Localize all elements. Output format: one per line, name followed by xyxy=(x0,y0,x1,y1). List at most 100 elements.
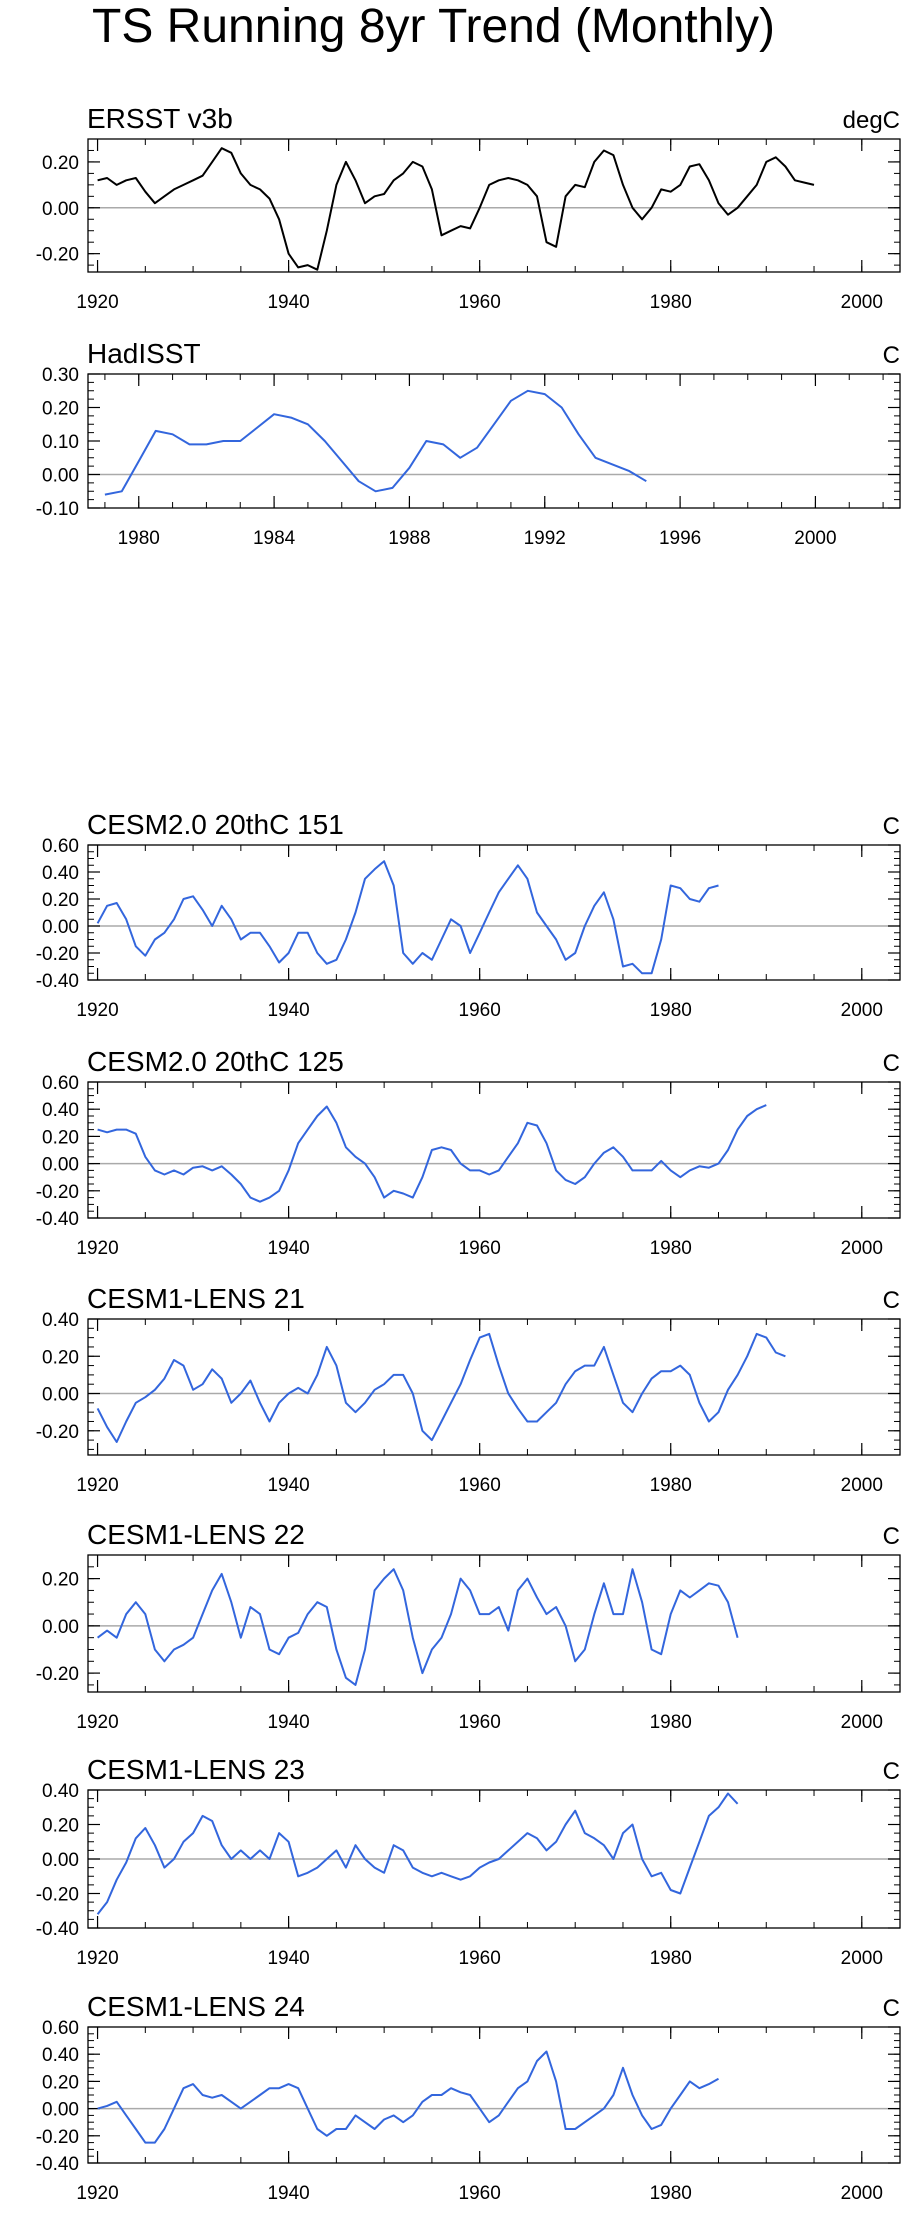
y-tick-label: 0.20 xyxy=(42,1127,79,1148)
y-tick-label: 0.00 xyxy=(42,917,79,938)
panel-title: CESM2.0 20thC 151 xyxy=(87,809,344,840)
series-line xyxy=(96,860,719,975)
y-tick-label: 0.20 xyxy=(42,1816,79,1837)
y-tick-label: 0.00 xyxy=(42,1617,79,1638)
y-tick-label: -0.40 xyxy=(36,2154,79,2175)
x-tick-label: 2000 xyxy=(841,1948,883,1969)
x-tick-label: 1920 xyxy=(76,2183,118,2204)
series-line xyxy=(97,1104,767,1203)
x-tick-label: 1960 xyxy=(459,1712,501,1733)
y-tick-label: 0.60 xyxy=(42,836,79,857)
panel-units: C xyxy=(883,1050,900,1077)
panel: ERSST v3b degC 1920 1940 1960 1980 2000 -0.20 0.… xyxy=(36,103,901,313)
x-tick-label: 1960 xyxy=(459,292,501,313)
panels: ERSST v3b degC 1920 1940 1960 1980 2000 -0.20 0.… xyxy=(36,103,901,2204)
x-tick-label: 1920 xyxy=(76,1948,118,1969)
x-tick-label: 1940 xyxy=(267,1475,309,1496)
y-tick-label: 0.20 xyxy=(42,1347,79,1368)
y-tick-label: 0.20 xyxy=(42,1570,79,1591)
panel-title: CESM1-LENS 22 xyxy=(87,1519,305,1550)
x-tick-label: 2000 xyxy=(794,528,836,549)
plot-frame xyxy=(87,1554,901,1693)
x-tick-label: 1980 xyxy=(650,1948,692,1969)
panel-units: degC xyxy=(843,107,900,134)
y-tick-label: 0.30 xyxy=(42,365,79,386)
series-line xyxy=(97,1568,739,1686)
y-tick-label: 0.60 xyxy=(42,1073,79,1094)
plot-frame xyxy=(87,844,901,981)
panel-units: C xyxy=(883,342,900,369)
y-tick-label: 0.40 xyxy=(42,1781,79,1802)
y-tick-label: -0.20 xyxy=(36,2127,79,2148)
x-tick-label: 1940 xyxy=(267,1000,309,1021)
y-tick-label: 0.00 xyxy=(42,1850,79,1871)
x-tick-label: 1980 xyxy=(650,1475,692,1496)
y-tick-label: -0.20 xyxy=(36,1664,79,1685)
x-tick-label: 1980 xyxy=(118,528,160,549)
panel: HadISST C 1980 1984 1988 1992 1996 2000 -0.10 0.0… xyxy=(36,338,901,549)
x-tick-label: 1920 xyxy=(76,1712,118,1733)
y-tick-label: 0.40 xyxy=(42,1310,79,1331)
y-tick-label: -0.20 xyxy=(36,1885,79,1906)
y-tick-label: 0.20 xyxy=(42,153,79,174)
series-line xyxy=(104,389,647,496)
panel: CESM1-LENS 23 C 1920 1940 1960 1980 2000 -0.40 -… xyxy=(36,1754,901,1969)
y-tick-label: 0.20 xyxy=(42,890,79,911)
y-tick-label: 0.00 xyxy=(42,466,79,487)
y-tick-label: -0.40 xyxy=(36,971,79,992)
y-tick-label: -0.20 xyxy=(36,1422,79,1443)
panel-title: CESM1-LENS 21 xyxy=(87,1283,305,1314)
panel-title: CESM2.0 20thC 125 xyxy=(87,1046,344,1077)
x-tick-label: 1996 xyxy=(659,528,701,549)
y-tick-label: 0.20 xyxy=(42,399,79,420)
y-tick-label: 0.00 xyxy=(42,1385,79,1406)
panel-units: C xyxy=(883,1995,900,2022)
x-tick-label: 2000 xyxy=(841,1475,883,1496)
x-tick-label: 1940 xyxy=(267,1712,309,1733)
panel-title: CESM1-LENS 23 xyxy=(87,1754,305,1785)
x-tick-label: 2000 xyxy=(841,1712,883,1733)
x-tick-label: 1980 xyxy=(650,2183,692,2204)
y-tick-label: -0.40 xyxy=(36,1919,79,1940)
y-tick-label: 0.60 xyxy=(42,2018,79,2039)
x-tick-label: 1920 xyxy=(76,1000,118,1021)
x-tick-label: 1920 xyxy=(76,1238,118,1259)
x-tick-label: 1940 xyxy=(267,1948,309,1969)
plot-frame xyxy=(87,373,901,509)
x-tick-label: 1940 xyxy=(267,1238,309,1259)
x-tick-label: 1960 xyxy=(459,1475,501,1496)
y-tick-label: -0.20 xyxy=(36,944,79,965)
y-tick-label: -0.10 xyxy=(36,499,79,520)
y-tick-label: 0.00 xyxy=(42,199,79,220)
x-tick-label: 1960 xyxy=(459,2183,501,2204)
y-tick-label: -0.20 xyxy=(36,245,79,266)
series-line xyxy=(97,2050,719,2144)
panel: CESM1-LENS 24 C 1920 1940 1960 1980 2000 -0.40 -… xyxy=(36,1991,901,2204)
panel-units: C xyxy=(883,1758,900,1785)
x-tick-label: 1940 xyxy=(267,2183,309,2204)
x-tick-label: 1940 xyxy=(267,292,309,313)
x-tick-label: 1980 xyxy=(650,292,692,313)
plot-frame xyxy=(87,1081,901,1219)
y-tick-label: 0.40 xyxy=(42,863,79,884)
x-tick-label: 2000 xyxy=(841,1000,883,1021)
x-tick-label: 1980 xyxy=(650,1712,692,1733)
plot-frame xyxy=(87,2026,901,2164)
y-tick-label: 0.00 xyxy=(42,1155,79,1176)
x-tick-label: 1992 xyxy=(524,528,566,549)
plot-frame xyxy=(87,1789,901,1929)
x-tick-label: 2000 xyxy=(841,2183,883,2204)
series-line xyxy=(96,1332,786,1443)
panel: CESM2.0 20thC 125 C 1920 1940 1960 1980 2000 -0… xyxy=(36,1046,901,1259)
panel-units: C xyxy=(883,813,900,840)
y-tick-label: 0.10 xyxy=(42,432,79,453)
panel-units: C xyxy=(883,1523,900,1550)
y-tick-label: -0.40 xyxy=(36,1209,79,1230)
figure-title: TS Running 8yr Trend (Monthly) xyxy=(92,0,775,53)
panel-title: ERSST v3b xyxy=(87,103,233,134)
x-tick-label: 1920 xyxy=(76,292,118,313)
y-tick-label: 0.40 xyxy=(42,1100,79,1121)
x-tick-label: 2000 xyxy=(841,1238,883,1259)
x-tick-label: 1988 xyxy=(388,528,430,549)
series-line xyxy=(96,1792,739,1915)
